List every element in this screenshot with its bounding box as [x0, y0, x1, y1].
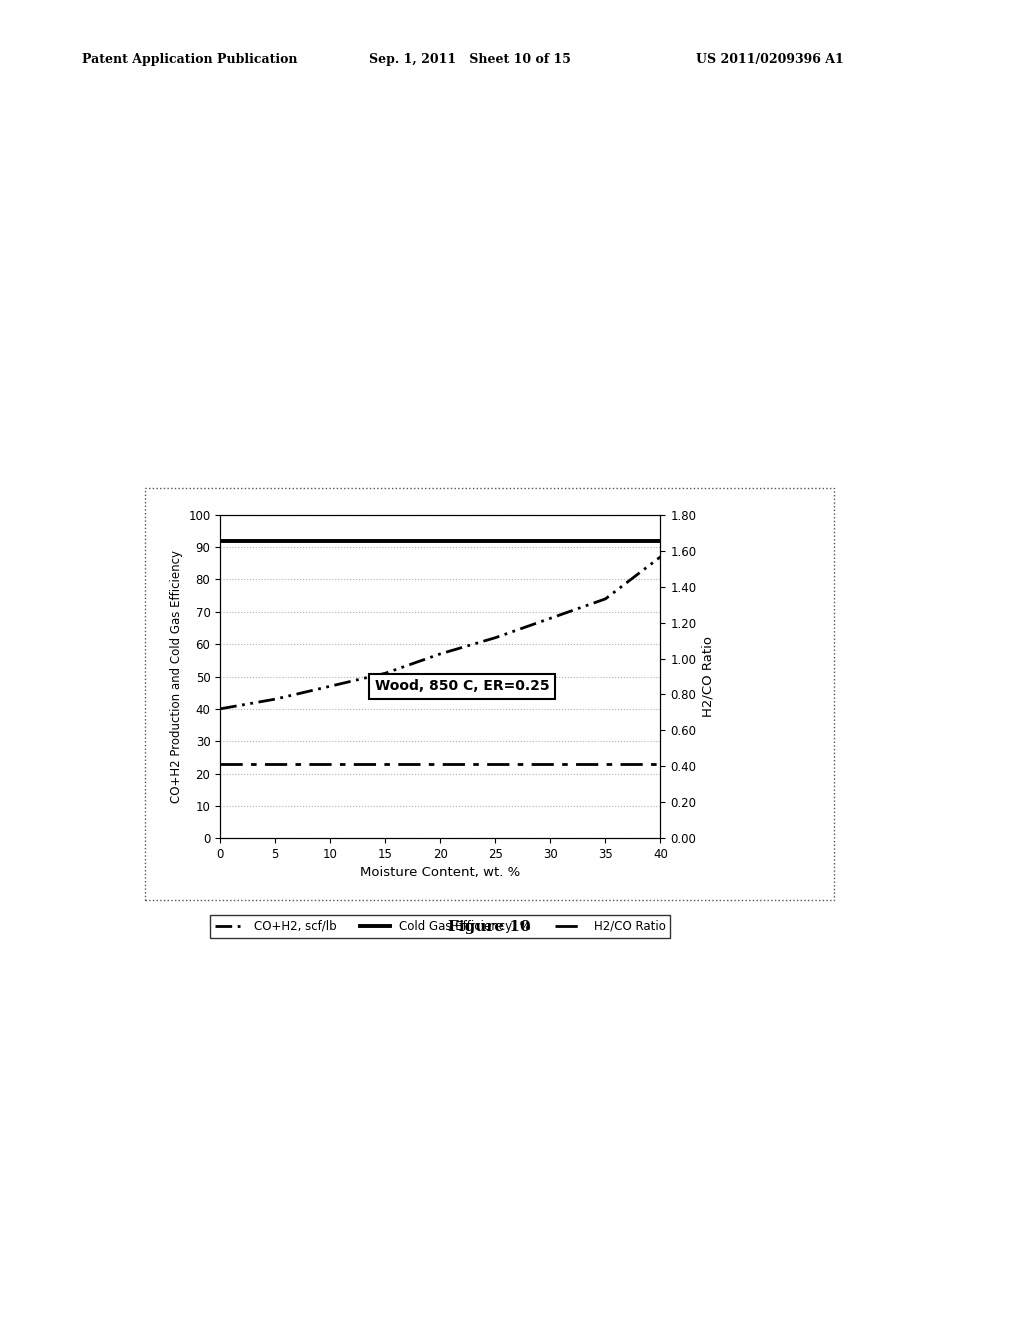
Text: Sep. 1, 2011   Sheet 10 of 15: Sep. 1, 2011 Sheet 10 of 15 — [369, 53, 570, 66]
Text: US 2011/0209396 A1: US 2011/0209396 A1 — [696, 53, 844, 66]
Legend: CO+H2, scf/lb, Cold Gas Efficiency, %, H2/CO Ratio: CO+H2, scf/lb, Cold Gas Efficiency, %, H… — [210, 915, 671, 937]
Text: Figure 10: Figure 10 — [449, 920, 530, 933]
Text: Wood, 850 C, ER=0.25: Wood, 850 C, ER=0.25 — [375, 680, 550, 693]
X-axis label: Moisture Content, wt. %: Moisture Content, wt. % — [360, 866, 520, 879]
Y-axis label: H2/CO Ratio: H2/CO Ratio — [701, 636, 715, 717]
Y-axis label: CO+H2 Production and Cold Gas Efficiency: CO+H2 Production and Cold Gas Efficiency — [170, 550, 182, 803]
Text: Patent Application Publication: Patent Application Publication — [82, 53, 297, 66]
